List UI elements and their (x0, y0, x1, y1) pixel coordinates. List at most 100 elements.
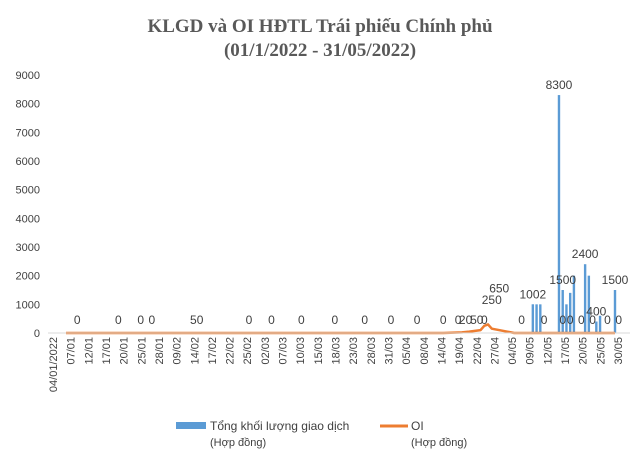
x-tick-label: 30/05 (613, 337, 625, 365)
x-tick-label: 04/05 (507, 337, 519, 365)
bar-value-label: 1500 (602, 273, 629, 287)
data-value-label: 0 (578, 313, 585, 327)
legend-label-volume: Tổng khối lượng giao dịch (210, 419, 349, 433)
x-tick-label: 04/01/2022 (48, 337, 60, 392)
x-tick-label: 25/01 (136, 337, 148, 365)
chart-subtitle: (01/1/2022 - 31/05/2022) (224, 40, 416, 61)
x-tick-label: 23/03 (348, 337, 360, 365)
x-tick-label: 14/02 (189, 337, 201, 365)
volume-bar (598, 315, 602, 333)
x-tick-label: 17/01 (101, 337, 113, 365)
volume-bar (568, 292, 572, 333)
x-tick-label: 25/05 (595, 337, 607, 365)
data-value-label: 0 (440, 313, 447, 327)
y-tick-label: 0 (34, 328, 40, 340)
volume-bar (557, 95, 561, 333)
data-value-label: 250 (482, 293, 502, 307)
x-tick-label: 09/02 (172, 337, 184, 365)
data-value-label: 0 (115, 313, 122, 327)
data-value-label: 0 (149, 313, 156, 327)
bar-value-label: 8300 (546, 78, 573, 92)
x-tick-label: 08/04 (419, 337, 431, 365)
volume-bar (535, 304, 538, 333)
x-tick-label: 09/05 (525, 337, 537, 365)
bar-value-label: 400 (586, 305, 606, 319)
x-tick-label: 07/03 (278, 337, 290, 365)
volume-bar (587, 275, 591, 333)
data-value-label: 0 (604, 313, 611, 327)
y-tick-label: 4000 (16, 213, 40, 225)
data-value-label: 0 (615, 313, 622, 327)
x-tick-label: 05/04 (401, 337, 413, 365)
legend-unit-oi: (Hợp đồng) (411, 437, 467, 449)
x-tick-label: 28/03 (366, 337, 378, 365)
volume-bar (561, 290, 564, 333)
volume-bar (565, 304, 568, 333)
x-tick-label: 18/03 (331, 337, 343, 365)
bar-value-label: 1500 (549, 273, 576, 287)
x-tick-label: 19/04 (454, 337, 466, 365)
data-value-label: 0 (455, 313, 462, 327)
data-value-label: 0 (541, 313, 548, 327)
volume-bar (613, 290, 617, 333)
legend-swatch-bar (176, 422, 206, 429)
data-value-label: 20 (459, 313, 473, 327)
x-tick-label: 20/05 (578, 337, 590, 365)
x-axis: 04/01/2022 07/01 12/01 17/01 20/01 25/01 28/01… (48, 337, 625, 392)
x-tick-label: 22/04 (472, 337, 484, 365)
x-tick-label: 14/04 (436, 337, 448, 365)
y-tick-label: 7000 (16, 127, 40, 139)
y-tick-label: 8000 (16, 99, 40, 111)
y-tick-label: 1000 (16, 299, 40, 311)
data-value-label: 50 (190, 313, 204, 327)
x-tick-label: 15/03 (313, 337, 325, 365)
data-value-label: 0 (518, 313, 525, 327)
x-tick-label: 27/04 (489, 337, 501, 365)
x-tick-label: 28/01 (154, 337, 166, 365)
x-tick-label: 20/01 (119, 337, 131, 365)
y-tick-label: 3000 (16, 242, 40, 254)
data-value-label: 0 (74, 313, 81, 327)
x-tick-label: 31/03 (383, 337, 395, 365)
data-value-label: 0 (268, 313, 275, 327)
legend-unit-volume: (Hợp đồng) (210, 437, 266, 449)
x-tick-label: 12/01 (83, 337, 95, 365)
volume-bar (595, 321, 598, 333)
y-tick-label: 5000 (16, 185, 40, 197)
legend: Tổng khối lượng giao dịch (Hợp đồng) OI … (176, 419, 467, 449)
data-value-label: 0 (559, 313, 566, 327)
bar-value-label: 1002 (519, 287, 546, 301)
x-tick-label: 22/02 (225, 337, 237, 365)
volume-bar (531, 304, 535, 333)
x-tick-label: 12/05 (542, 337, 554, 365)
volume-bar (572, 275, 576, 333)
volume-bar (583, 264, 587, 333)
y-tick-label: 6000 (16, 156, 40, 168)
x-tick-label: 17/02 (207, 337, 219, 365)
data-value-label: 0 (137, 313, 144, 327)
y-axis: 0 1000 2000 3000 4000 5000 6000 7000 8000 9000 (16, 70, 40, 340)
y-tick-label: 9000 (16, 70, 40, 82)
x-tick-label: 07/01 (66, 337, 78, 365)
legend-label-oi: OI (411, 419, 424, 433)
data-value-label: 650 (489, 281, 509, 295)
x-tick-label: 17/05 (560, 337, 572, 365)
data-value-label: 0 (567, 313, 574, 327)
data-value-label: 0 (298, 313, 305, 327)
x-tick-label: 25/02 (242, 337, 254, 365)
data-value-label: 0 (246, 313, 253, 327)
data-value-label: 0 (414, 313, 421, 327)
y-tick-label: 2000 (16, 271, 40, 283)
x-tick-label: 02/03 (260, 337, 272, 365)
x-tick-label: 10/03 (295, 337, 307, 365)
data-value-label: 0 (361, 313, 368, 327)
chart-title: KLGD và OI HĐTL Trái phiếu Chính phủ (147, 16, 493, 37)
data-value-label: 0 (481, 313, 488, 327)
data-value-label: 50 (470, 313, 484, 327)
bar-series (531, 95, 617, 333)
data-value-label: 0 (388, 313, 395, 327)
data-value-label: 0 (332, 313, 339, 327)
